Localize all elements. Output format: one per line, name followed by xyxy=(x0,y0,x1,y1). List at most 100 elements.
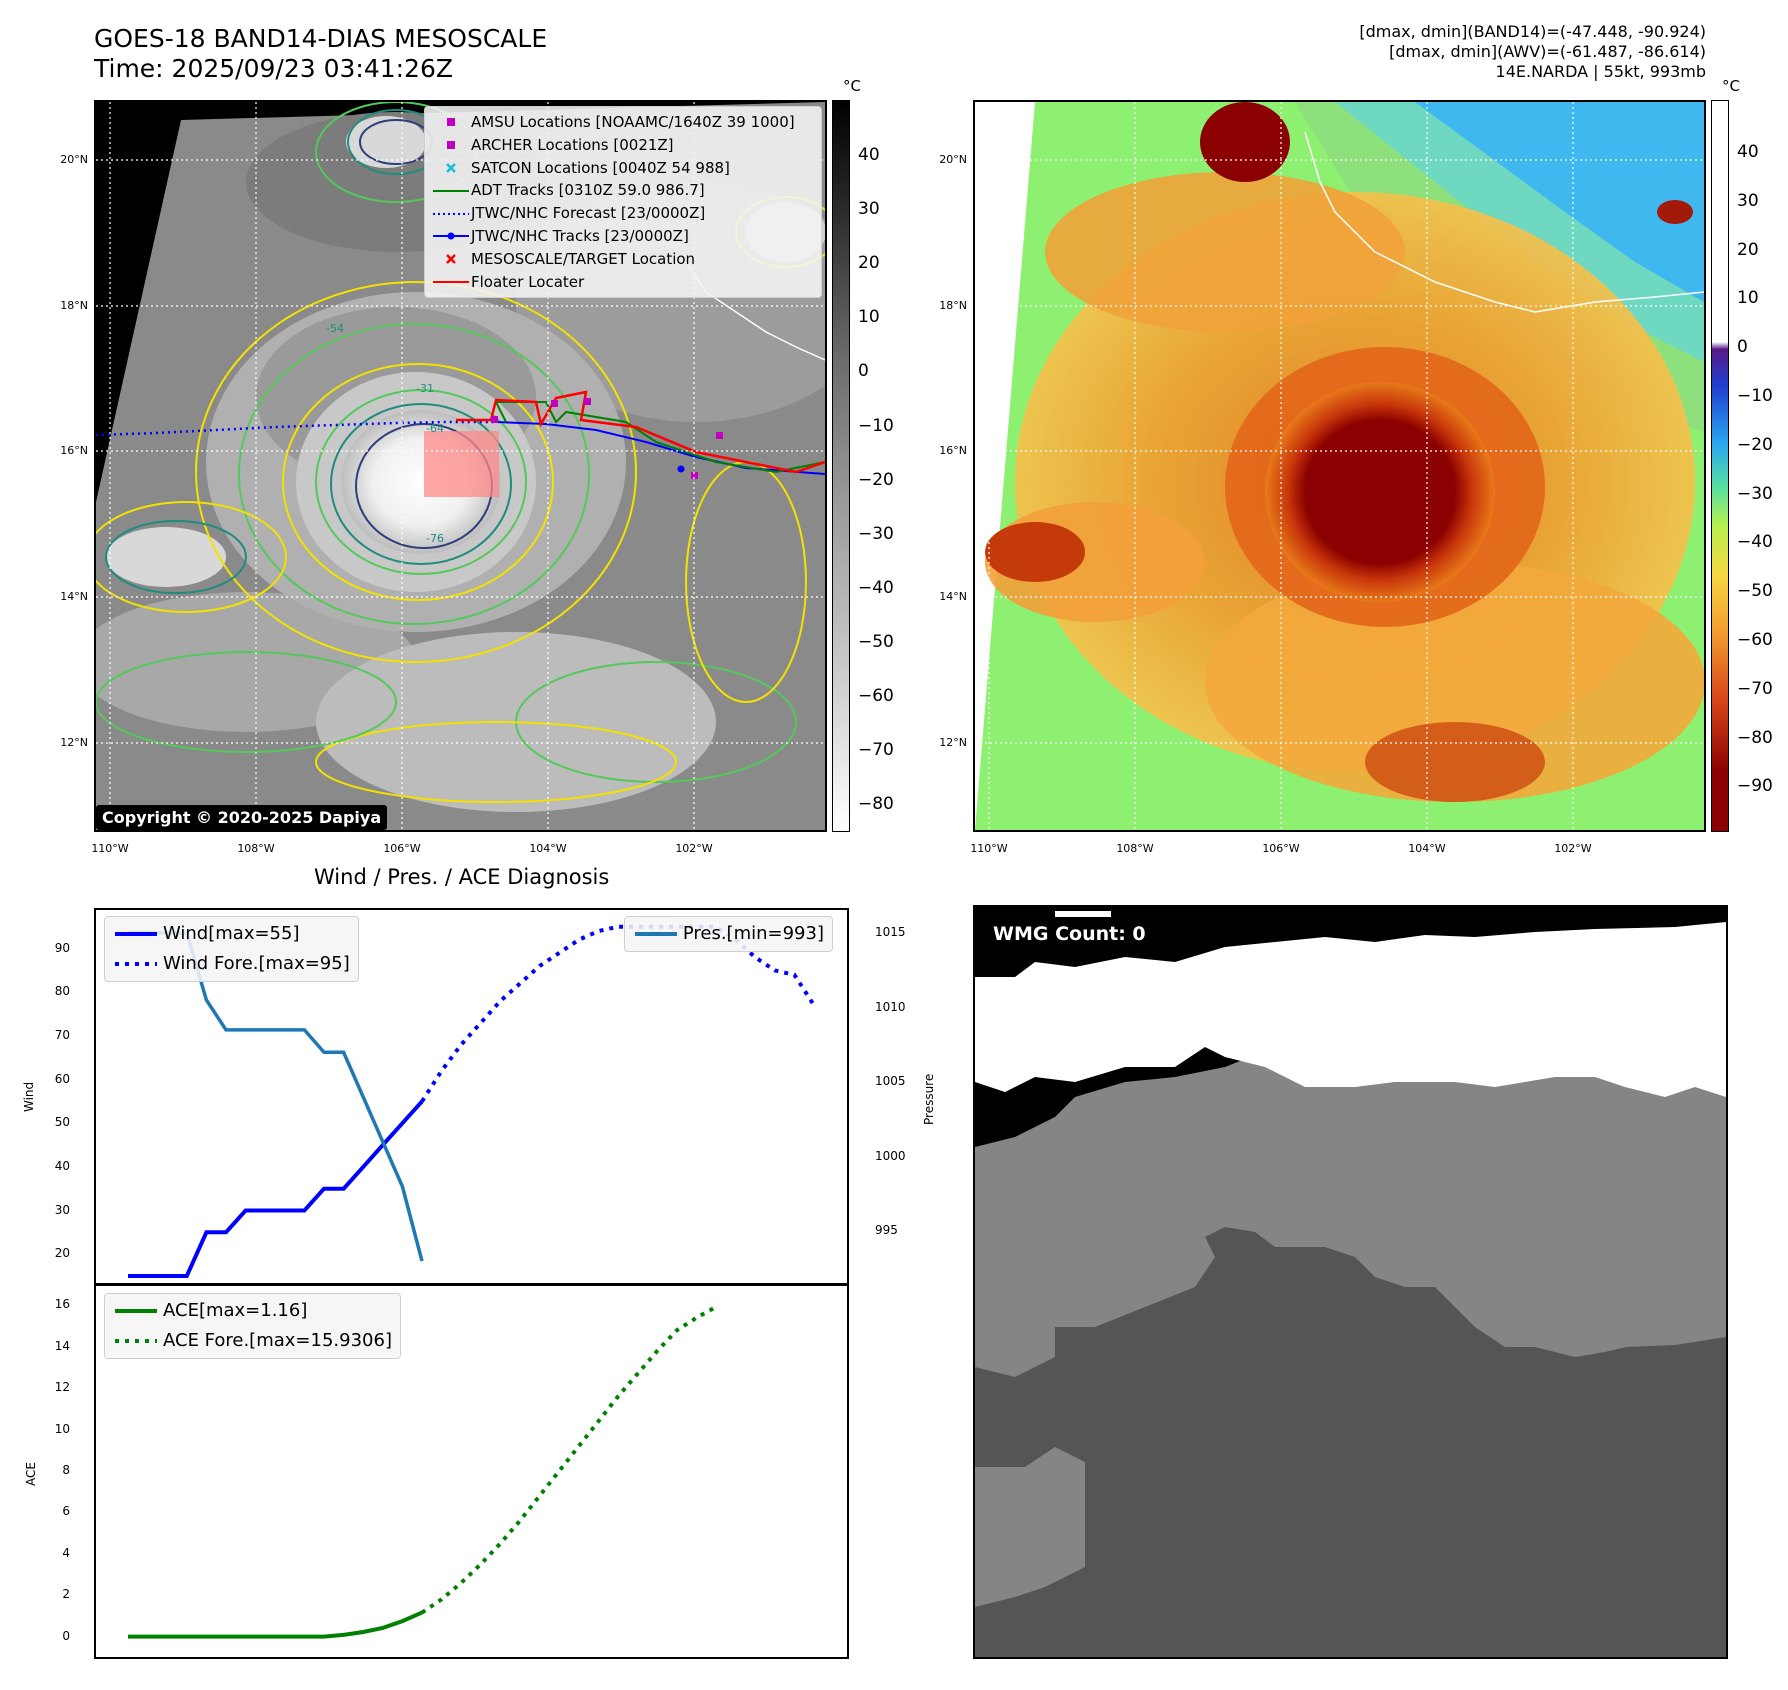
pressure-ytick: 1005 xyxy=(875,1074,906,1089)
wmg-count-label: WMG Count: 0 xyxy=(985,919,1154,949)
ace-ytick: 12 xyxy=(54,1380,70,1395)
awv-colorbar-tick: −10 xyxy=(1737,386,1773,406)
awv-lat-tick: 14°N xyxy=(939,590,967,603)
ir-lon-tick: 108°W xyxy=(237,842,275,855)
ir-colorbar-tick: −60 xyxy=(858,686,894,706)
awv-colorbar-tick: −90 xyxy=(1737,776,1773,797)
diagnosis-title: Wind / Pres. / ACE Diagnosis xyxy=(314,865,610,889)
wind-ytick: 20 xyxy=(54,1246,70,1261)
wind-legend: Wind[max=55] Wind Fore.[max=95] xyxy=(104,916,359,982)
ace-ytick: 10 xyxy=(54,1421,70,1436)
ir-legend-item: ADT Tracks [0310Z 59.0 986.7] xyxy=(431,179,813,202)
awv-lon-tick: 102°W xyxy=(1554,842,1592,855)
ir-colorbar-tick: −30 xyxy=(858,523,894,544)
ir-legend-item: SATCON Locations [0040Z 54 988] xyxy=(431,157,813,180)
wind-ylabel: Wind xyxy=(22,1081,36,1112)
awv-colorbar-tick: 20 xyxy=(1737,239,1759,260)
ir-legend-item: MESOSCALE/TARGET Location xyxy=(431,248,813,271)
figure-time: Time: 2025/09/23 03:41:26Z xyxy=(94,54,453,83)
wind-ytick: 30 xyxy=(54,1202,70,1217)
ir-legend-label: JTWC/NHC Tracks [23/0000Z] xyxy=(471,226,689,245)
contour-label: -76 xyxy=(426,532,444,545)
ir-colorbar-tick: −70 xyxy=(858,740,894,761)
awv-colorbar xyxy=(1711,100,1729,832)
awv-lon-tick: 110°W xyxy=(970,842,1008,855)
awv-colorbar-tick: −20 xyxy=(1737,434,1773,455)
pressure-ytick: 1015 xyxy=(875,924,906,939)
ace-ytick: 14 xyxy=(54,1338,70,1353)
legend-wind-forecast: Wind Fore.[max=95] xyxy=(163,953,350,974)
awv-lat-tick: 20°N xyxy=(939,153,967,166)
wind-forecast-series xyxy=(420,924,816,1103)
ir-legend-item: JTWC/NHC Forecast [23/0000Z] xyxy=(431,202,813,225)
ace-ytick: 2 xyxy=(62,1587,70,1602)
ir-colorbar xyxy=(832,100,850,832)
ir-colorbar-tick: −50 xyxy=(858,631,894,652)
stats-awv: [dmax, dmin](AWV)=(-61.487, -86.614) xyxy=(1389,42,1706,61)
awv-map-panel xyxy=(973,100,1706,832)
awv-lon-tick: 108°W xyxy=(1116,842,1154,855)
awv-colorbar-tick: −40 xyxy=(1737,532,1773,553)
ace-ytick: 8 xyxy=(62,1463,70,1477)
ir-colorbar-tick: −10 xyxy=(858,415,894,436)
ir-lon-tick: 104°W xyxy=(529,842,567,855)
pressure-ytick: 1000 xyxy=(875,1148,906,1163)
ir-lon-tick: 106°W xyxy=(383,842,421,855)
awv-map-image xyxy=(975,102,1704,830)
contour-label: -31 xyxy=(416,382,434,395)
ir-colorbar-tick: 20 xyxy=(858,253,880,274)
ir-legend-label: Floater Locater xyxy=(471,272,585,291)
ir-colorbar-tick: −20 xyxy=(858,469,894,490)
ace-ytick: 6 xyxy=(62,1504,70,1519)
ir-legend-label: AMSU Locations [NOAAMC/1640Z 39 1000] xyxy=(471,113,795,131)
stats-band14: [dmax, dmin](BAND14)=(-47.448, -90.924) xyxy=(1359,22,1706,41)
copyright-label: Copyright © 2020-2025 Dapiya xyxy=(96,805,388,830)
storm-info: 14E.NARDA | 55kt, 993mb xyxy=(1495,62,1706,81)
ir-colorbar-tick: 0 xyxy=(858,361,869,382)
ace-ytick: 16 xyxy=(54,1297,70,1312)
wind-ytick: 90 xyxy=(54,940,70,955)
wind-ytick: 80 xyxy=(54,984,70,999)
ace-series xyxy=(128,1610,423,1639)
ace-ylabel: ACE xyxy=(24,1462,38,1486)
legend-wind: Wind[max=55] xyxy=(163,923,300,944)
ir-colorbar-tick: 30 xyxy=(858,199,880,220)
awv-colorbar-unit: °C xyxy=(1722,77,1740,95)
wind-ytick: 40 xyxy=(54,1158,70,1173)
wind-ytick: 50 xyxy=(54,1115,70,1130)
awv-lon-tick: 104°W xyxy=(1408,842,1446,855)
ir-colorbar-tick: 40 xyxy=(858,145,880,165)
legend-ace: ACE[max=1.16] xyxy=(163,1300,308,1321)
wind-series xyxy=(128,1100,424,1278)
legend-ace-forecast: ACE Fore.[max=15.9306] xyxy=(163,1330,392,1351)
pressure-ylabel: Pressure xyxy=(922,1073,936,1125)
awv-colorbar-tick: −50 xyxy=(1737,581,1773,602)
pressure-legend: Pres.[min=993] xyxy=(623,916,833,952)
awv-colorbar-tick: 10 xyxy=(1737,288,1759,309)
awv-colorbar-tick: 0 xyxy=(1737,337,1748,358)
legend-pressure: Pres.[min=993] xyxy=(682,923,824,944)
pressure-ytick: 1010 xyxy=(875,999,906,1014)
ir-legend-item: ARCHER Locations [0021Z] xyxy=(431,134,813,157)
wind-ytick: 60 xyxy=(54,1071,70,1086)
awv-colorbar-tick: −70 xyxy=(1737,678,1773,699)
ace-chart xyxy=(128,1305,717,1639)
awv-lat-tick: 12°N xyxy=(939,736,967,749)
ir-legend-label: ADT Tracks [0310Z 59.0 986.7] xyxy=(471,181,705,200)
ir-lat-tick: 12°N xyxy=(60,736,88,749)
ir-colorbar-tick: −40 xyxy=(858,577,894,598)
awv-lat-tick: 18°N xyxy=(939,299,967,312)
figure-title: GOES-18 BAND14-DIAS MESOSCALE xyxy=(94,24,548,53)
ir-legend-item: JTWC/NHC Tracks [23/0000Z] xyxy=(431,225,813,248)
ir-legend: AMSU Locations [NOAAMC/1640Z 39 1000] ARC… xyxy=(424,106,822,299)
ir-legend-item: AMSU Locations [NOAAMC/1640Z 39 1000] xyxy=(431,111,813,134)
pressure-ytick: 995 xyxy=(875,1223,898,1238)
ir-colorbar-tick: −80 xyxy=(858,794,894,815)
ir-legend-label: JTWC/NHC Forecast [23/0000Z] xyxy=(471,204,706,223)
ir-lat-tick: 18°N xyxy=(60,299,88,312)
awv-colorbar-tick: 40 xyxy=(1737,142,1759,162)
ir-map-panel: -31 -54 -64 -76 AMSU Locations [NOAAMC/1… xyxy=(94,100,827,832)
ir-legend-label: MESOSCALE/TARGET Location xyxy=(471,249,696,268)
awv-colorbar-tick: 30 xyxy=(1737,190,1759,211)
wind-ytick: 70 xyxy=(54,1027,70,1042)
